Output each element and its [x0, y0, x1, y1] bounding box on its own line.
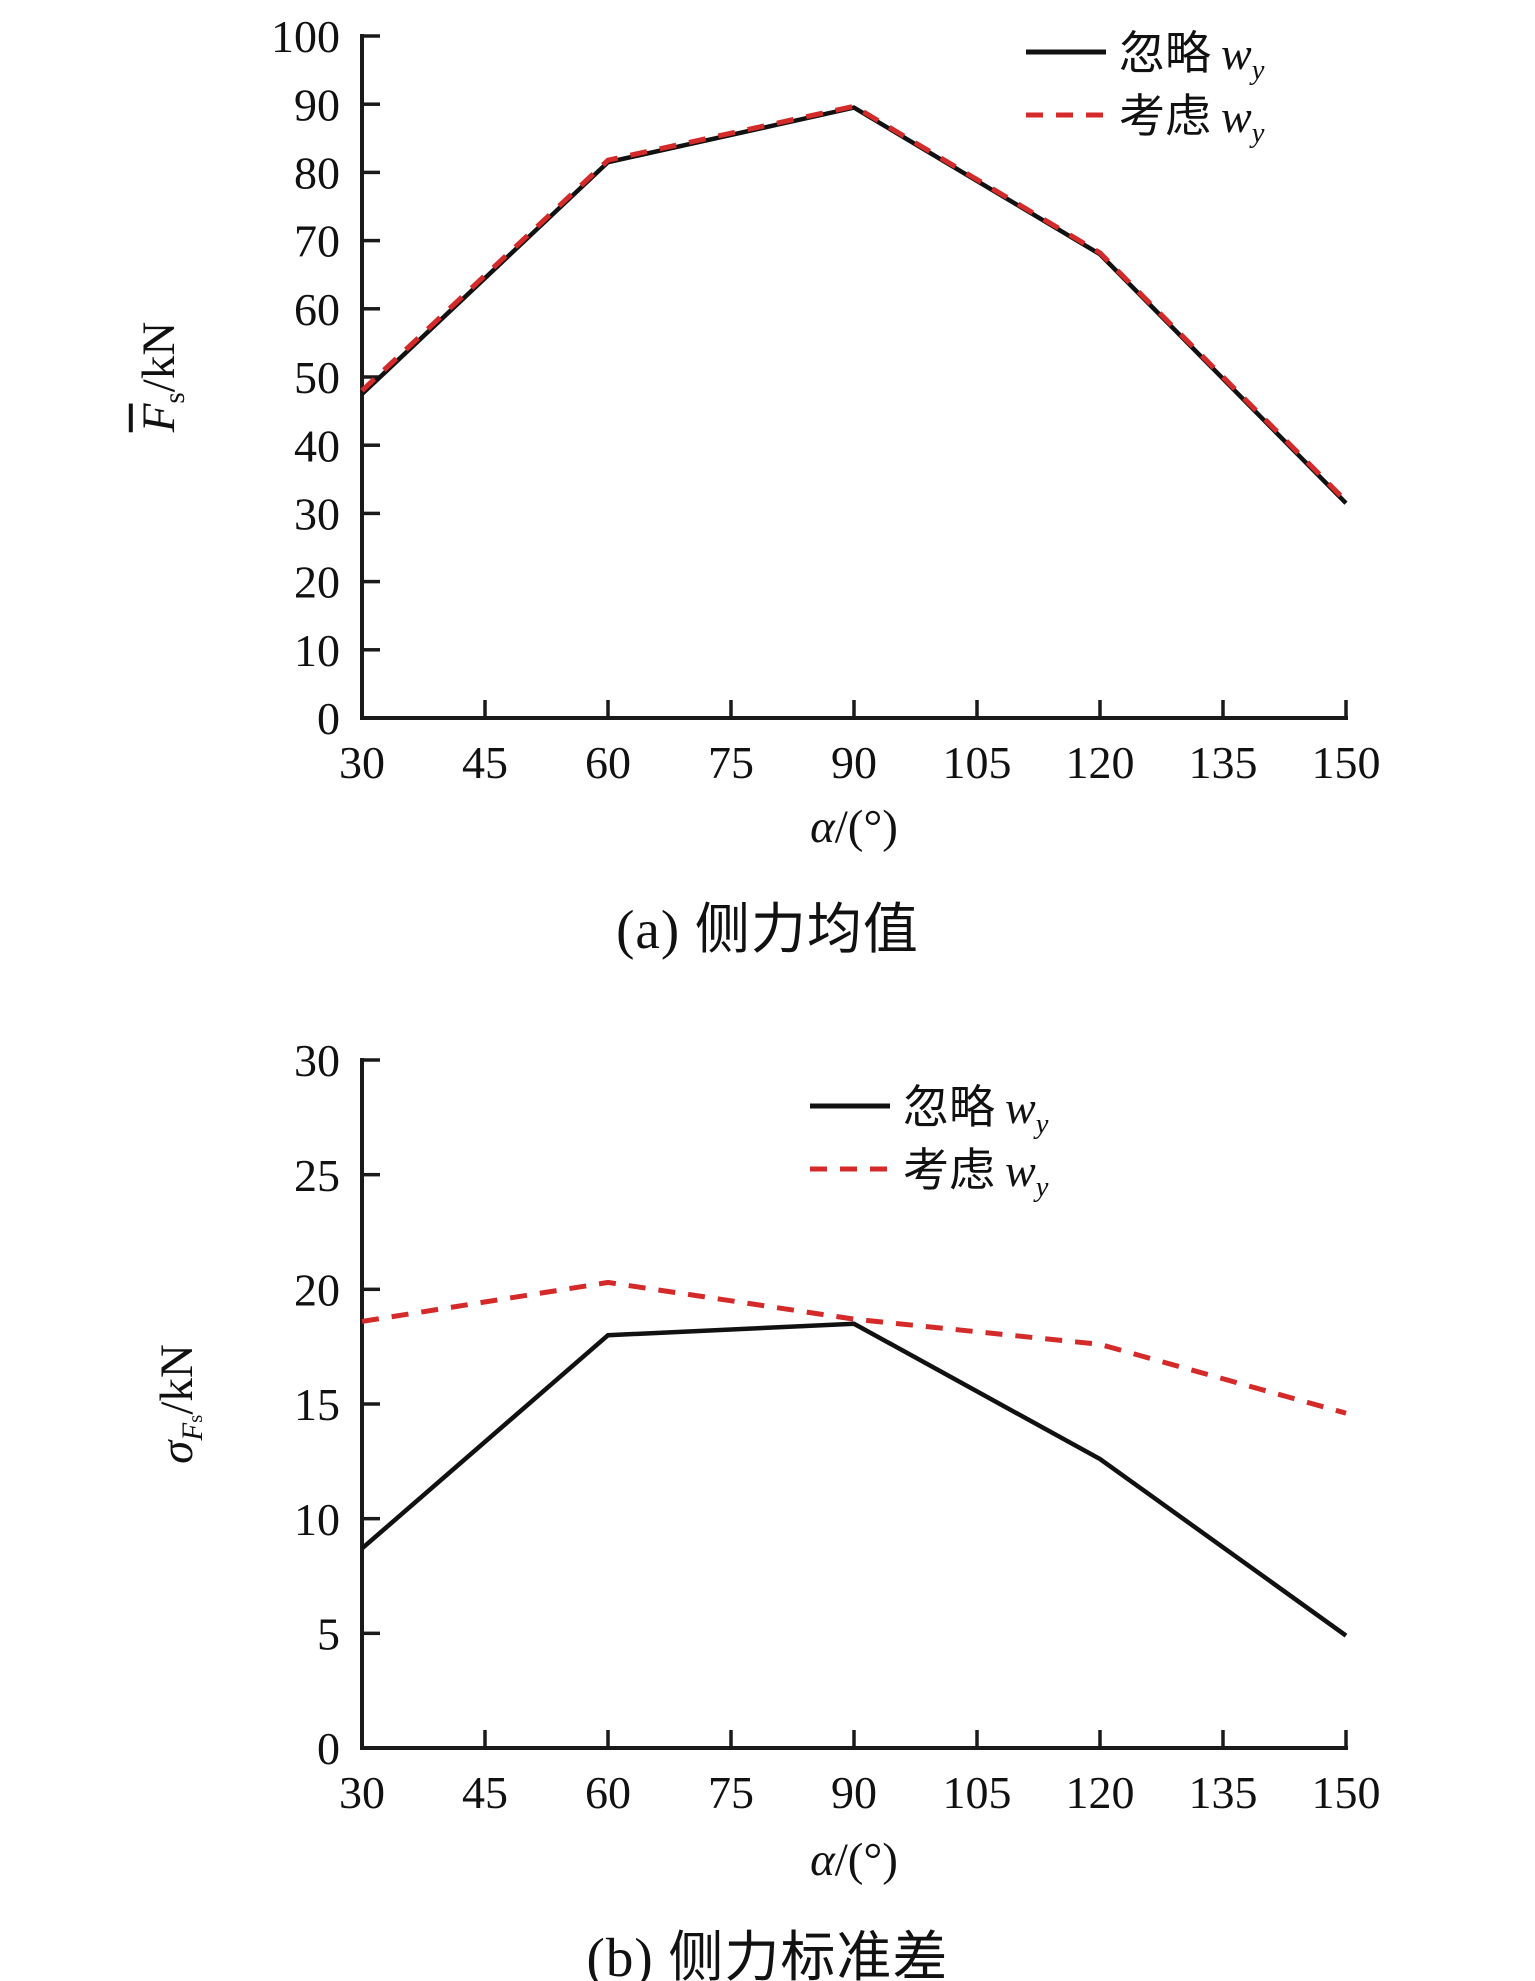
x-tick-label: 45 — [462, 737, 508, 788]
x-tick-label: 30 — [339, 737, 385, 788]
x-tick-label: 90 — [831, 737, 877, 788]
legend-line-solid-icon — [1026, 49, 1106, 55]
y-axis-title-a-subscript: s — [159, 392, 192, 404]
y-tick-label: 80 — [294, 148, 340, 199]
y-tick-label: 10 — [294, 1494, 340, 1545]
axes-panel-b — [360, 1058, 1348, 1750]
y-tick-label: 90 — [294, 79, 340, 130]
x-tick-label: 135 — [1189, 737, 1258, 788]
legend-label: 忽略 wy — [1119, 27, 1265, 87]
y-tick-label: 20 — [294, 1264, 340, 1315]
legend-label: 忽略 wy — [903, 1081, 1049, 1141]
y-tick-label: 25 — [294, 1150, 340, 1201]
legend-line-solid-icon — [810, 1103, 890, 1109]
x-axis-title-b: α/(°) — [362, 1833, 1346, 1887]
series-line-ignore-wy — [360, 105, 1348, 505]
y-tick-label: 30 — [294, 489, 340, 540]
x-axis-title-b-symbol: α — [810, 1834, 835, 1886]
caption-panel-a: (a) 侧力均值 — [616, 899, 919, 960]
y-tick-label: 10 — [294, 625, 340, 676]
legend-item-consider-wy-b: 考虑 wy — [810, 1143, 1048, 1203]
x-tick-label: 60 — [585, 1767, 631, 1818]
y-tick-label: 50 — [294, 352, 340, 403]
legend-label: 考虑 wy — [1119, 90, 1265, 150]
y-tick-label: 20 — [294, 557, 340, 608]
legend-item-ignore-wy-a: 忽略 wy — [1026, 26, 1264, 86]
y-axis-title-a: Fs/kN — [132, 322, 192, 433]
x-tick-label: 135 — [1189, 1767, 1258, 1818]
y-tick-label: 30 — [294, 1035, 340, 1086]
series-line-ignore-wy — [360, 1321, 1348, 1638]
legend-line-dashed-icon — [1026, 112, 1106, 118]
y-tick-label: 5 — [317, 1608, 340, 1659]
x-tick-label: 75 — [708, 1767, 754, 1818]
y-tick-label: 0 — [317, 693, 340, 744]
y-tick-label: 100 — [271, 11, 340, 62]
x-tick-label: 30 — [339, 1767, 385, 1818]
legend-line-dashed-icon — [810, 1166, 890, 1172]
x-tick-label: 120 — [1066, 737, 1135, 788]
axes-panel-a — [360, 34, 1348, 720]
y-tick-label: 40 — [294, 420, 340, 471]
y-tick-label: 0 — [317, 1723, 340, 1774]
y-axis-title-b: σFs/kN — [150, 1344, 210, 1464]
y-axis-title-b-symbol: σ — [150, 1440, 203, 1464]
x-tick-label: 120 — [1066, 1767, 1135, 1818]
caption-panel-b: (b) 侧力标准差 — [586, 1927, 949, 1981]
x-axis-title-b-unit: /(°) — [834, 1834, 898, 1886]
series-line-consider-wy — [361, 1279, 1347, 1416]
series-line-consider-wy — [360, 103, 1348, 503]
x-axis-title-a: α/(°) — [362, 800, 1346, 854]
y-axis-title-b-unit: /kN — [150, 1344, 203, 1415]
x-tick-label: 75 — [708, 737, 754, 788]
x-tick-label: 60 — [585, 737, 631, 788]
y-axis-title-a-symbol: F — [132, 403, 185, 433]
x-tick-label: 90 — [831, 1767, 877, 1818]
x-tick-label: 45 — [462, 1767, 508, 1818]
y-axis-title-b-subscript: Fs — [177, 1414, 210, 1441]
x-tick-label: 105 — [943, 737, 1012, 788]
x-tick-label: 105 — [943, 1767, 1012, 1818]
legend-item-consider-wy-a: 考虑 wy — [1026, 89, 1264, 149]
x-tick-label: 150 — [1312, 1767, 1381, 1818]
x-axis-title-a-unit: /(°) — [834, 801, 898, 853]
y-tick-label: 60 — [294, 284, 340, 335]
x-axis-title-a-symbol: α — [810, 801, 835, 853]
y-tick-label: 15 — [294, 1379, 340, 1430]
legend-item-ignore-wy-b: 忽略 wy — [810, 1080, 1048, 1140]
y-tick-label: 70 — [294, 216, 340, 267]
y-axis-title-a-unit: /kN — [132, 321, 185, 393]
legend-label: 考虑 wy — [903, 1144, 1049, 1204]
x-tick-label: 150 — [1312, 737, 1381, 788]
